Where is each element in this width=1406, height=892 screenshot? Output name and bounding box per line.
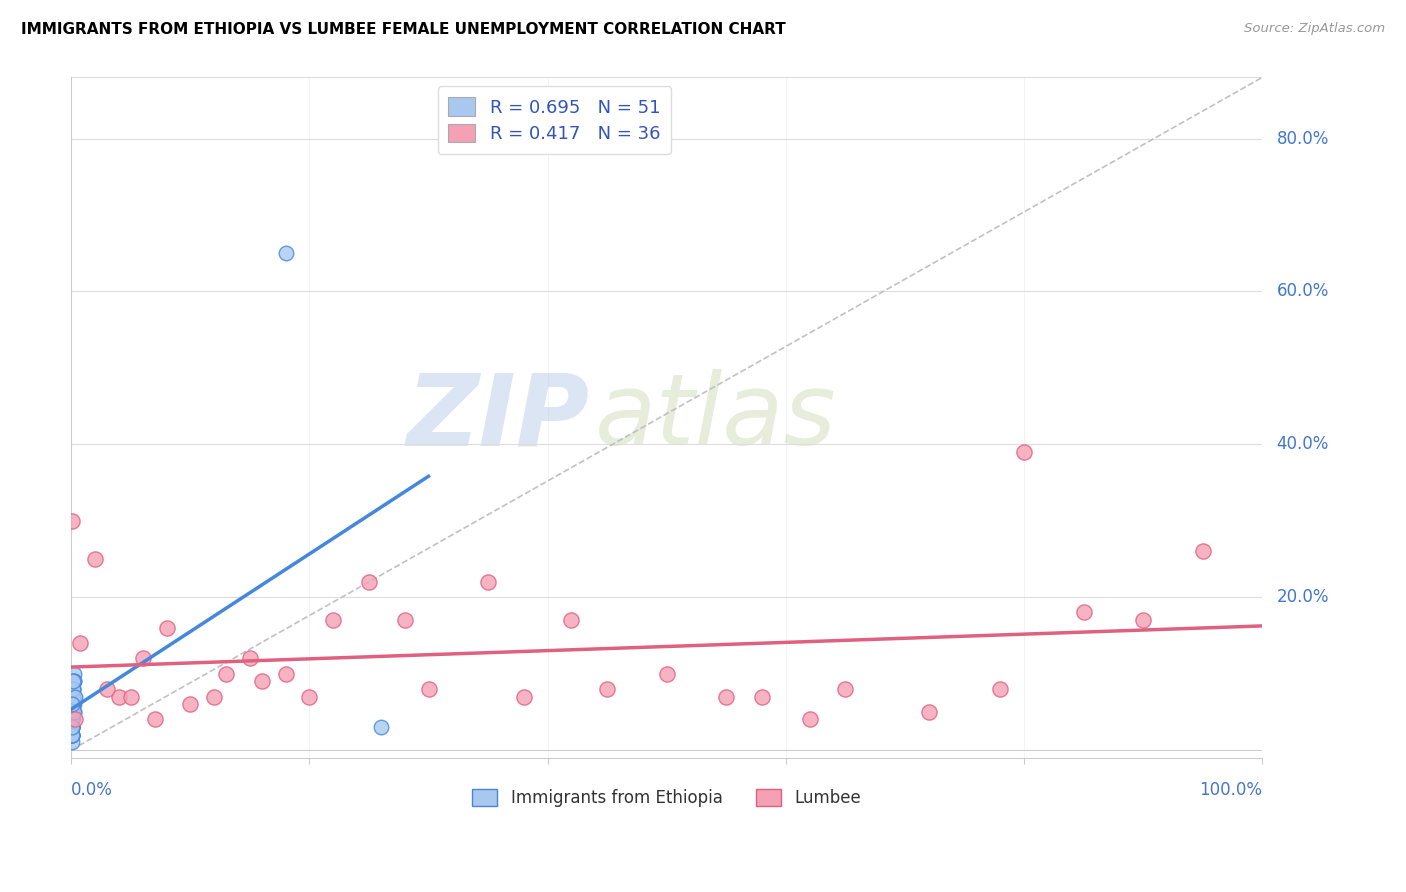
Point	[62, 514, 84, 528]
Text: Source: ZipAtlas.com: Source: ZipAtlas.com	[1244, 22, 1385, 36]
Point	[60, 728, 83, 742]
Point	[370, 720, 392, 734]
Point	[1191, 544, 1213, 558]
Point	[716, 690, 738, 704]
Point	[62, 690, 84, 704]
Point	[62, 705, 84, 719]
Point	[477, 574, 499, 589]
Point	[62, 681, 84, 696]
Text: 60.0%: 60.0%	[1277, 283, 1329, 301]
Point	[655, 666, 678, 681]
Point	[62, 713, 84, 727]
Point	[179, 697, 201, 711]
Point	[60, 735, 83, 749]
Point	[62, 690, 84, 704]
Point	[62, 697, 84, 711]
Point	[62, 705, 84, 719]
Point	[62, 690, 84, 704]
Point	[62, 705, 84, 719]
Point	[60, 720, 83, 734]
Text: IMMIGRANTS FROM ETHIOPIA VS LUMBEE FEMALE UNEMPLOYMENT CORRELATION CHART: IMMIGRANTS FROM ETHIOPIA VS LUMBEE FEMAL…	[21, 22, 786, 37]
Point	[560, 613, 582, 627]
Point	[1073, 606, 1095, 620]
Point	[62, 705, 84, 719]
Point	[60, 728, 83, 742]
Point	[834, 681, 856, 696]
Text: atlas: atlas	[595, 369, 837, 466]
Legend: Immigrants from Ethiopia, Lumbee: Immigrants from Ethiopia, Lumbee	[465, 782, 868, 814]
Point	[394, 613, 416, 627]
Text: 100.0%: 100.0%	[1199, 781, 1263, 799]
Point	[69, 636, 91, 650]
Point	[143, 713, 166, 727]
Point	[513, 690, 536, 704]
Point	[62, 705, 84, 719]
Point	[62, 674, 84, 689]
Point	[63, 713, 86, 727]
Point	[62, 690, 84, 704]
Point	[60, 720, 83, 734]
Point	[62, 713, 84, 727]
Point	[418, 681, 440, 696]
Point	[202, 690, 225, 704]
Text: ZIP: ZIP	[406, 369, 589, 466]
Point	[62, 681, 84, 696]
Point	[62, 690, 84, 704]
Point	[357, 574, 380, 589]
Point	[62, 705, 84, 719]
Point	[62, 713, 84, 727]
Point	[131, 651, 153, 665]
Point	[62, 705, 84, 719]
Point	[84, 552, 107, 566]
Point	[799, 713, 821, 727]
Point	[62, 720, 84, 734]
Text: 80.0%: 80.0%	[1277, 129, 1329, 147]
Point	[250, 674, 273, 689]
Point	[62, 713, 84, 727]
Point	[108, 690, 131, 704]
Point	[62, 697, 84, 711]
Point	[60, 728, 83, 742]
Point	[62, 697, 84, 711]
Point	[60, 720, 83, 734]
Point	[62, 697, 84, 711]
Point	[60, 720, 83, 734]
Point	[63, 674, 86, 689]
Point	[63, 690, 86, 704]
Point	[596, 681, 619, 696]
Point	[62, 681, 84, 696]
Point	[1132, 613, 1154, 627]
Point	[274, 666, 297, 681]
Point	[239, 651, 262, 665]
Point	[298, 690, 321, 704]
Point	[62, 697, 84, 711]
Text: 40.0%: 40.0%	[1277, 435, 1329, 453]
Point	[918, 705, 941, 719]
Point	[96, 681, 118, 696]
Point	[62, 697, 84, 711]
Text: 0.0%: 0.0%	[72, 781, 112, 799]
Point	[63, 674, 86, 689]
Point	[62, 681, 84, 696]
Point	[274, 246, 297, 260]
Point	[62, 713, 84, 727]
Point	[60, 728, 83, 742]
Point	[62, 713, 84, 727]
Point	[62, 674, 84, 689]
Point	[60, 728, 83, 742]
Point	[215, 666, 238, 681]
Point	[60, 728, 83, 742]
Point	[120, 690, 142, 704]
Point	[751, 690, 773, 704]
Point	[155, 621, 177, 635]
Point	[62, 697, 84, 711]
Point	[62, 666, 84, 681]
Point	[322, 613, 344, 627]
Point	[60, 720, 83, 734]
Text: 20.0%: 20.0%	[1277, 588, 1329, 607]
Point	[988, 681, 1011, 696]
Point	[1012, 445, 1035, 459]
Point	[60, 720, 83, 734]
